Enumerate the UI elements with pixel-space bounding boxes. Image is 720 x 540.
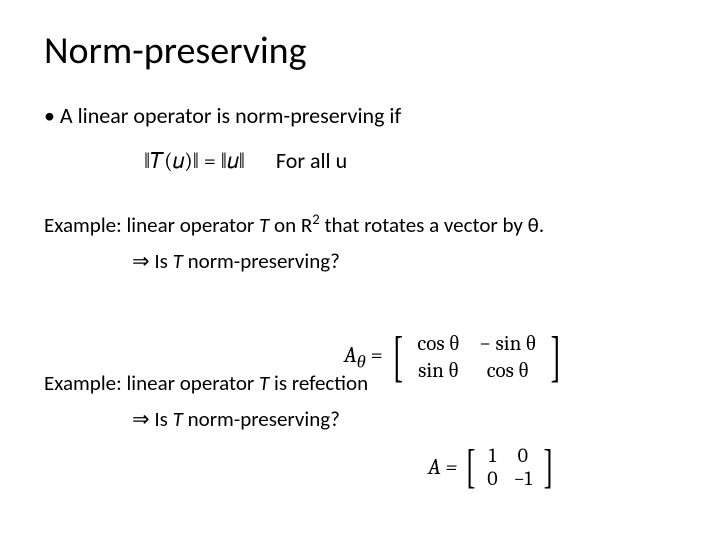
ex1-arrow: ⇒ Is bbox=[132, 248, 173, 274]
right-bracket-icon: ] bbox=[544, 447, 553, 487]
table-row: sin θ cos θ bbox=[407, 357, 546, 384]
right-bracket-icon: ] bbox=[551, 333, 560, 381]
ex1-pre: Example: linear operator bbox=[44, 212, 259, 238]
left-bracket-icon: [ bbox=[393, 333, 402, 381]
equals-sign: = bbox=[199, 148, 221, 174]
matrix2-table: 1 0 0 −1 bbox=[479, 444, 540, 490]
slide-title: Norm-preserving bbox=[44, 28, 676, 74]
matrix1-table: cos θ − sin θ sin θ cos θ bbox=[407, 330, 546, 384]
ex2-arrow: ⇒ Is bbox=[132, 406, 173, 432]
left-bracket-icon: [ bbox=[467, 447, 476, 487]
ex2-T2: T bbox=[173, 406, 183, 432]
m1-r0c0: cos θ bbox=[407, 330, 469, 357]
m1-r0c1: − sin θ bbox=[469, 330, 546, 357]
norm-rhs: ‖𝑢‖ bbox=[221, 148, 245, 174]
ex1-post2: norm-preserving? bbox=[183, 248, 340, 274]
bullet-line: • A linear operator is norm-preserving i… bbox=[44, 102, 676, 129]
m1-r1c0: sin θ bbox=[407, 357, 469, 384]
ex1-sup: 2 bbox=[312, 210, 319, 228]
ex1-post: that rotates a vector by θ. bbox=[320, 212, 544, 238]
m1-sub: θ bbox=[357, 351, 366, 372]
m2-lhs: A = bbox=[428, 454, 457, 480]
m2-r1c0: 0 bbox=[479, 467, 505, 490]
ex1-T2: T bbox=[173, 248, 183, 274]
table-row: cos θ − sin θ bbox=[407, 330, 546, 357]
table-row: 1 0 bbox=[479, 444, 540, 467]
reflection-matrix: A = [ 1 0 0 −1 ] bbox=[428, 444, 556, 490]
ex2-T: T bbox=[259, 370, 269, 396]
m2-r1c1: −1 bbox=[506, 467, 540, 490]
ex1-on: on R bbox=[269, 212, 312, 238]
norm-equation-line: ‖𝑇(𝑢)‖ = ‖𝑢‖ For all u bbox=[144, 147, 676, 174]
norm-lhs: ‖𝑇(𝑢)‖ bbox=[144, 148, 199, 174]
ex1-T: T bbox=[259, 212, 269, 238]
example-1-line2: ⇒ Is T norm-preserving? bbox=[132, 248, 676, 274]
rotation-matrix: Aθ = [ cos θ − sin θ sin θ cos θ ] bbox=[344, 330, 565, 384]
m2-r0c1: 0 bbox=[506, 444, 540, 467]
m1-eq: = bbox=[366, 342, 383, 368]
ex2-pre: Example: linear operator bbox=[44, 370, 259, 396]
m1-r1c1: cos θ bbox=[469, 357, 546, 384]
for-all-u-label: For all u bbox=[276, 147, 347, 174]
m1-A: A bbox=[344, 342, 357, 368]
ex2-post2: norm-preserving? bbox=[183, 406, 340, 432]
m2-r0c0: 1 bbox=[479, 444, 505, 467]
table-row: 0 −1 bbox=[479, 467, 540, 490]
example-2-line2: ⇒ Is T norm-preserving? bbox=[132, 406, 676, 432]
example-1-line1: Example: linear operator T on R2 that ro… bbox=[44, 210, 676, 238]
